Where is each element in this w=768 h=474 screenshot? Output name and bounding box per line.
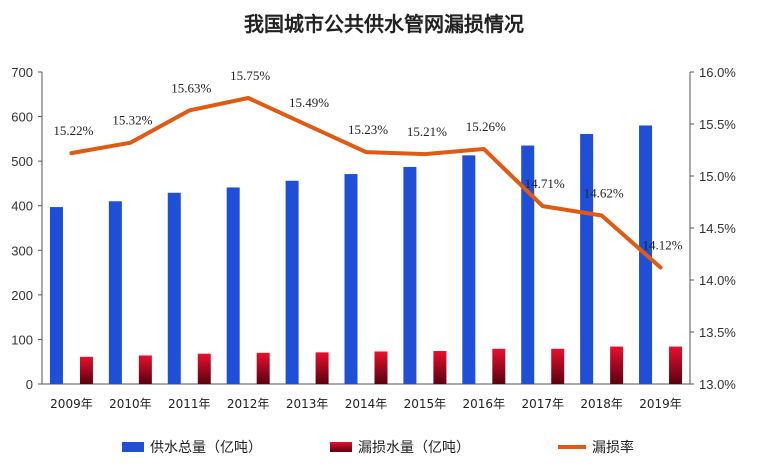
right-tick-label: 15.5% xyxy=(699,117,736,132)
loss-rate-data-label: 15.22% xyxy=(53,123,93,138)
right-tick-label: 14.0% xyxy=(699,273,736,288)
bar-supply-total xyxy=(108,201,122,384)
bar-supply-total xyxy=(403,166,417,384)
x-tick-label: 2013年 xyxy=(286,397,329,411)
right-tick-label: 15.0% xyxy=(699,169,736,184)
x-tick-label: 2010年 xyxy=(109,397,152,411)
loss-rate-data-label: 15.26% xyxy=(466,119,506,134)
bar-loss-volume xyxy=(669,346,683,384)
right-tick-label: 16.0% xyxy=(699,65,736,80)
bar-loss-volume xyxy=(79,356,93,384)
legend-swatch-loss-volume xyxy=(330,442,352,452)
x-tick-label: 2016年 xyxy=(463,397,506,411)
x-tick-label: 2015年 xyxy=(404,397,447,411)
legend-label-loss-volume: 漏损水量（亿吨） xyxy=(358,440,470,456)
loss-rate-line xyxy=(69,96,663,270)
right-tick-label: 13.5% xyxy=(699,325,736,340)
legend-label-supply-total: 供水总量（亿吨） xyxy=(150,440,262,456)
bar-loss-volume xyxy=(374,351,388,384)
bar-supply-total xyxy=(521,145,535,384)
left-tick-label: 400 xyxy=(11,199,33,214)
chart-title: 我国城市公共供水管网漏损情况 xyxy=(244,12,524,36)
x-tick-label: 2014年 xyxy=(345,397,388,411)
bar-loss-volume xyxy=(138,355,152,384)
right-tick-label: 14.5% xyxy=(699,221,736,236)
left-tick-label: 700 xyxy=(11,65,33,80)
bar-loss-volume xyxy=(551,348,565,384)
bar-supply-total xyxy=(462,155,476,384)
loss-rate-data-label: 14.71% xyxy=(525,176,565,191)
bar-supply-total xyxy=(49,207,63,384)
left-tick-label: 500 xyxy=(11,154,33,169)
bar-loss-volume xyxy=(433,351,447,384)
loss-rate-data-label: 15.75% xyxy=(230,68,270,83)
bar-loss-volume xyxy=(492,348,506,384)
bar-loss-volume xyxy=(315,352,329,384)
x-tick-label: 2011年 xyxy=(168,397,211,411)
bar-supply-total xyxy=(580,133,594,384)
loss-rate-data-label: 15.21% xyxy=(407,124,447,139)
left-tick-label: 200 xyxy=(11,288,33,303)
loss-rate-data-label: 15.63% xyxy=(171,80,211,95)
left-tick-label: 600 xyxy=(11,110,33,125)
loss-rate-data-label: 15.49% xyxy=(289,95,329,110)
x-tick-label: 2019年 xyxy=(639,397,682,411)
bar-supply-total xyxy=(344,174,358,384)
left-tick-label: 100 xyxy=(11,332,33,347)
left-tick-label: 0 xyxy=(26,377,33,392)
loss-rate-data-label: 15.23% xyxy=(348,122,388,137)
bar-supply-total xyxy=(167,192,181,384)
loss-rate-data-label: 15.32% xyxy=(112,113,152,128)
bar-loss-volume xyxy=(610,346,624,384)
legend-label-loss-rate: 漏损率 xyxy=(592,439,634,456)
x-tick-label: 2009年 xyxy=(50,397,93,411)
bar-supply-total xyxy=(285,180,299,384)
bar-loss-volume xyxy=(256,352,270,384)
right-tick-label: 13.0% xyxy=(699,377,736,392)
x-tick-label: 2017年 xyxy=(521,397,564,411)
bar-supply-total xyxy=(226,187,240,384)
bar-loss-volume xyxy=(197,353,211,384)
left-tick-label: 300 xyxy=(11,243,33,258)
x-tick-label: 2018年 xyxy=(580,397,623,411)
loss-rate-data-label: 14.12% xyxy=(642,238,682,253)
legend-swatch-supply-total xyxy=(122,442,144,452)
x-tick-label: 2012年 xyxy=(227,397,270,411)
loss-rate-data-label: 14.62% xyxy=(584,186,624,201)
